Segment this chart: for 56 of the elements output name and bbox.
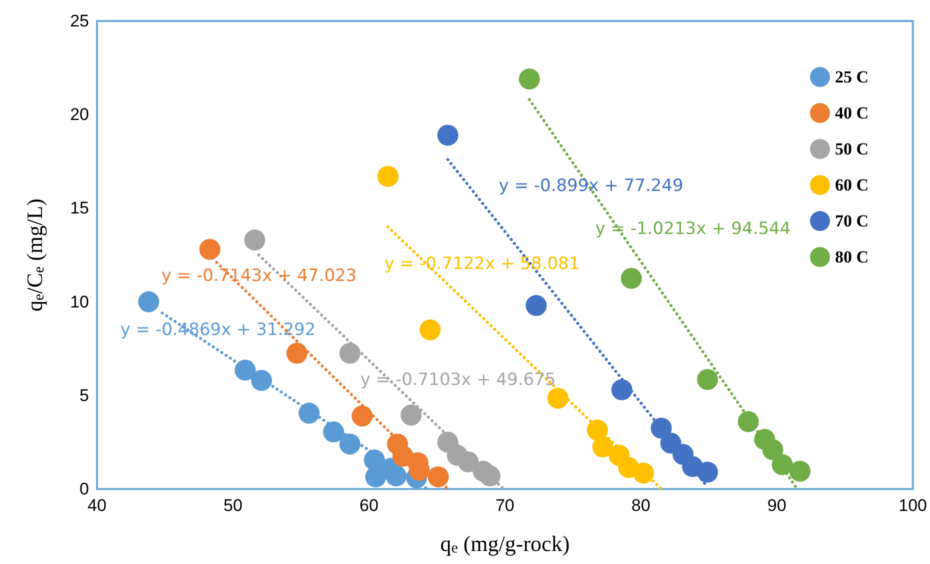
- point: [611, 379, 632, 400]
- point: [458, 451, 479, 472]
- x-tick-label: 100: [898, 496, 928, 515]
- point: [772, 454, 793, 476]
- y-tick-label: 15: [70, 198, 89, 218]
- legend-label: 50 C: [835, 140, 869, 158]
- point: [420, 319, 441, 340]
- point: [286, 342, 308, 364]
- point: [526, 295, 547, 316]
- point: [339, 342, 360, 364]
- point: [650, 418, 672, 439]
- x-tick-label: 40: [88, 496, 106, 515]
- point: [437, 124, 458, 146]
- point: [633, 462, 654, 484]
- y-tick-label: 25: [70, 12, 89, 30]
- x-tick-label: 60: [359, 496, 378, 515]
- point: [352, 405, 373, 426]
- x-tick-label: 80: [631, 496, 650, 515]
- point: [592, 436, 614, 458]
- legend-label: 80 C: [835, 248, 869, 266]
- x-tick-label: 70: [495, 496, 514, 515]
- y-tick-label: 20: [70, 105, 89, 124]
- point: [251, 370, 272, 391]
- point: [547, 388, 568, 409]
- annotation: y = -0.899x + 77.249: [498, 176, 684, 196]
- point: [199, 238, 220, 260]
- y-tick-label: 10: [70, 292, 89, 312]
- point: [697, 368, 718, 390]
- point: [479, 465, 500, 486]
- point: [244, 230, 266, 251]
- point: [697, 462, 718, 483]
- point: [138, 291, 160, 312]
- x-tick-label: 50: [224, 496, 242, 515]
- legend-label: 40 C: [835, 104, 869, 122]
- point: [586, 420, 608, 441]
- point: [428, 466, 449, 488]
- point: [518, 68, 540, 90]
- legend-label: 70 C: [835, 212, 869, 230]
- point: [339, 434, 360, 455]
- point: [762, 439, 784, 460]
- x-tick-label: 90: [767, 496, 786, 515]
- legend-label: 25 C: [835, 68, 869, 86]
- x-axis-title: qe (mg/g-rock): [440, 531, 570, 556]
- point: [298, 402, 320, 424]
- y-tick-label: 5: [80, 386, 89, 405]
- point: [620, 268, 642, 289]
- y-tick-label: 0: [80, 480, 89, 498]
- point: [323, 421, 344, 442]
- point: [377, 166, 398, 187]
- y-axis-title: qe/Ce (mg/L): [22, 198, 48, 312]
- point: [234, 360, 256, 381]
- legend-label: 60 C: [835, 176, 869, 194]
- point: [738, 411, 759, 432]
- point: [789, 460, 810, 482]
- point: [386, 465, 407, 486]
- point: [400, 404, 422, 426]
